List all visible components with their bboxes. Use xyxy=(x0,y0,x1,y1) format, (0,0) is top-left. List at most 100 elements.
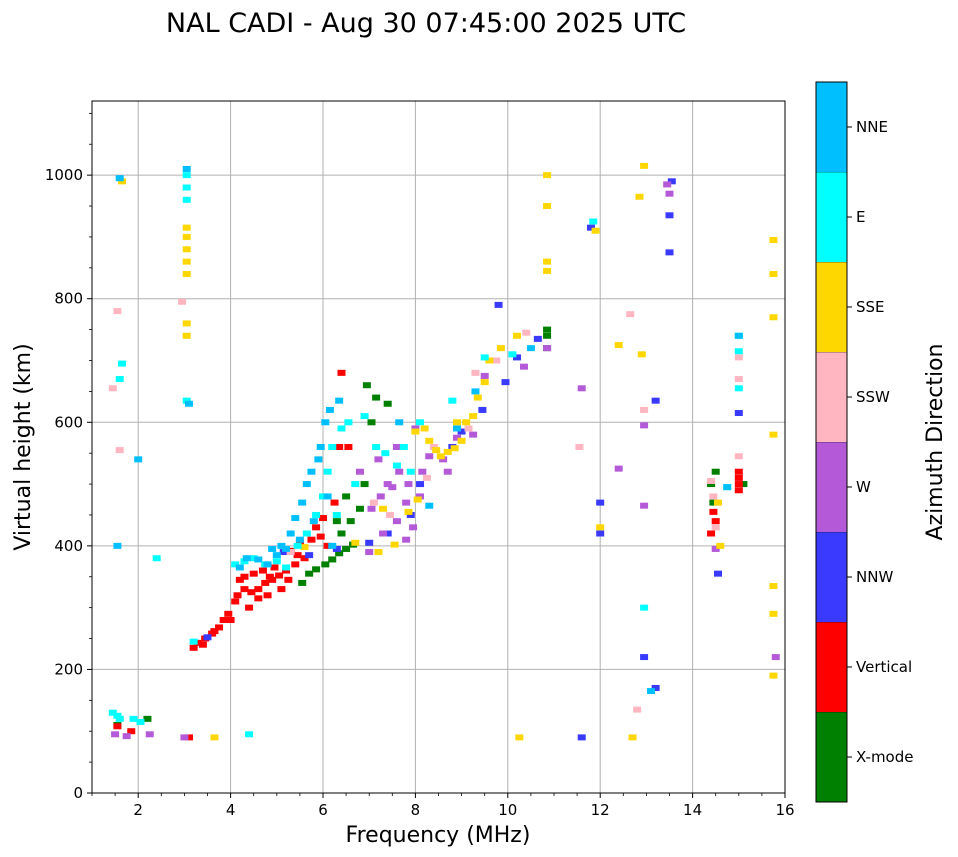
data-point-nnw xyxy=(640,654,649,661)
data-point-sse xyxy=(182,233,191,240)
colorbar-label: Vertical xyxy=(856,658,912,676)
data-point-vertical xyxy=(291,561,300,568)
data-point-e xyxy=(152,555,161,562)
data-point-nne xyxy=(235,564,244,571)
data-point-w xyxy=(577,385,586,392)
data-point-e xyxy=(302,530,311,537)
data-point-sse xyxy=(543,267,552,274)
data-point-vertical xyxy=(337,369,346,376)
data-point-nnw xyxy=(501,379,510,386)
data-point-e xyxy=(508,351,517,358)
data-point-sse xyxy=(769,431,778,438)
data-point-w xyxy=(771,654,780,661)
x-tick-label: 16 xyxy=(775,801,794,819)
data-point-vertical xyxy=(734,468,743,475)
data-point-sse xyxy=(118,178,127,185)
data-point-vertical xyxy=(247,589,256,596)
x-tick-label: 14 xyxy=(683,801,702,819)
data-point-sse xyxy=(452,419,461,426)
data-point-vertical xyxy=(224,610,233,617)
data-point-nne xyxy=(647,688,656,695)
data-point-x-mode xyxy=(739,481,748,488)
colorbar-frame xyxy=(815,81,848,803)
data-point-ssw xyxy=(429,444,438,450)
data-point-sse xyxy=(716,542,725,549)
data-point-x-mode xyxy=(312,566,321,573)
data-point-e xyxy=(392,462,401,469)
data-point-e xyxy=(129,715,138,722)
data-point-vertical xyxy=(113,723,122,730)
data-point-w xyxy=(711,545,720,552)
data-point-sse xyxy=(413,496,422,503)
data-point-e xyxy=(182,397,191,404)
data-point-e xyxy=(480,354,489,361)
data-point-nne xyxy=(316,444,325,450)
data-point-w xyxy=(180,734,189,741)
data-point-w xyxy=(402,536,411,543)
data-point-vertical xyxy=(263,592,272,599)
data-point-x-mode xyxy=(321,561,330,568)
data-point-vertical xyxy=(268,576,277,583)
data-point-x-mode xyxy=(360,481,369,488)
data-point-vertical xyxy=(707,530,716,537)
data-point-nne xyxy=(242,555,251,562)
colorbar: X-mode Vertical NNW W SSW SSE E NNE xyxy=(815,81,913,803)
colorbar-segment xyxy=(816,712,847,802)
colorbar-segment xyxy=(816,622,847,712)
data-point-e xyxy=(240,558,249,565)
data-point-nne xyxy=(309,518,318,525)
data-point-w xyxy=(392,518,401,525)
data-point-vertical xyxy=(316,533,325,540)
data-point-sse xyxy=(450,445,459,452)
y-tick-label: 1000 xyxy=(45,166,83,184)
data-point-x-mode xyxy=(711,468,720,475)
data-point-e xyxy=(115,715,124,722)
data-point-w xyxy=(355,468,364,475)
data-point-sse xyxy=(462,419,471,426)
data-point-vertical xyxy=(226,617,235,623)
data-point-w xyxy=(388,484,397,491)
data-point-e xyxy=(108,709,117,716)
data-point-e xyxy=(272,558,281,565)
data-point-e xyxy=(351,481,360,488)
x-tick-label: 8 xyxy=(411,801,421,819)
data-point-nne xyxy=(277,542,286,549)
data-point-nne xyxy=(302,481,311,488)
data-point-nnw xyxy=(305,552,314,559)
colorbar-segment xyxy=(816,172,847,262)
data-point-e xyxy=(245,731,254,738)
data-point-e xyxy=(416,419,425,426)
data-point-ssw xyxy=(711,524,720,531)
data-point-w xyxy=(416,493,425,500)
data-point-e xyxy=(360,413,369,420)
data-point-w xyxy=(640,422,649,429)
colorbar-label: NNW xyxy=(856,568,893,586)
data-point-ssw xyxy=(626,311,635,318)
data-point-vertical xyxy=(240,573,249,580)
y-tick-label: 200 xyxy=(54,660,83,678)
grid-lines xyxy=(92,101,786,794)
data-point-nne xyxy=(321,419,330,426)
plot-area xyxy=(92,101,785,793)
data-point-vertical xyxy=(323,542,332,549)
data-point-nne xyxy=(471,388,480,395)
data-point-nnw xyxy=(577,734,586,741)
data-point-vertical xyxy=(127,728,136,735)
data-point-e xyxy=(640,604,649,611)
data-point-nne xyxy=(134,456,143,463)
data-point-nnw xyxy=(714,570,723,577)
data-point-sse xyxy=(473,394,482,401)
data-point-sse xyxy=(637,351,646,358)
colorbar-title: Azimuth Direction xyxy=(923,343,948,540)
data-point-vertical xyxy=(277,586,286,593)
colorbar-segment xyxy=(816,262,847,352)
data-point-w xyxy=(443,468,452,475)
data-point-nne xyxy=(328,542,337,549)
data-point-sse xyxy=(469,413,478,420)
data-point-w xyxy=(383,481,392,488)
data-point-x-mode xyxy=(305,570,314,577)
data-point-nne xyxy=(307,468,316,475)
data-point-x-mode xyxy=(367,419,376,426)
data-point-sse xyxy=(769,672,778,679)
data-point-nnw xyxy=(665,249,674,256)
